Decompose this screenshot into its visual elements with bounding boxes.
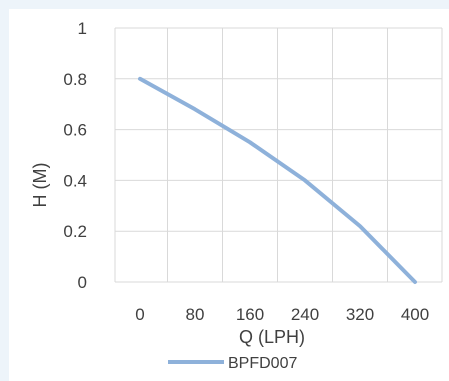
legend-label: BPFD007 xyxy=(228,355,297,372)
background-strip-top xyxy=(0,0,449,9)
background-strip-left xyxy=(0,0,9,381)
y-tick-label: 1 xyxy=(78,19,87,38)
y-tick-label: 0.6 xyxy=(63,121,87,140)
series-line xyxy=(138,76,417,284)
legend: BPFD007 xyxy=(168,355,297,372)
x-tick-label: 160 xyxy=(236,305,264,324)
x-tick-label: 0 xyxy=(135,305,144,324)
y-tick-label: 0 xyxy=(78,273,87,292)
x-tick-label: 320 xyxy=(346,305,374,324)
x-tick-label: 400 xyxy=(401,305,429,324)
chart-panel xyxy=(9,9,449,381)
y-tick-label: 0.8 xyxy=(63,70,87,89)
x-tick-label: 80 xyxy=(186,305,205,324)
y-axis-title: H (M) xyxy=(30,163,50,208)
y-tick-labels: 0 0.2 0.4 0.6 0.8 1 xyxy=(63,19,87,292)
x-tick-labels: 0 80 160 240 320 400 xyxy=(135,305,429,324)
x-axis-title: Q (LPH) xyxy=(239,327,305,347)
y-tick-label: 0.2 xyxy=(63,222,87,241)
gridlines xyxy=(114,27,443,283)
series-group xyxy=(138,76,417,284)
y-tick-label: 0.4 xyxy=(63,171,87,190)
x-tick-label: 240 xyxy=(291,305,319,324)
